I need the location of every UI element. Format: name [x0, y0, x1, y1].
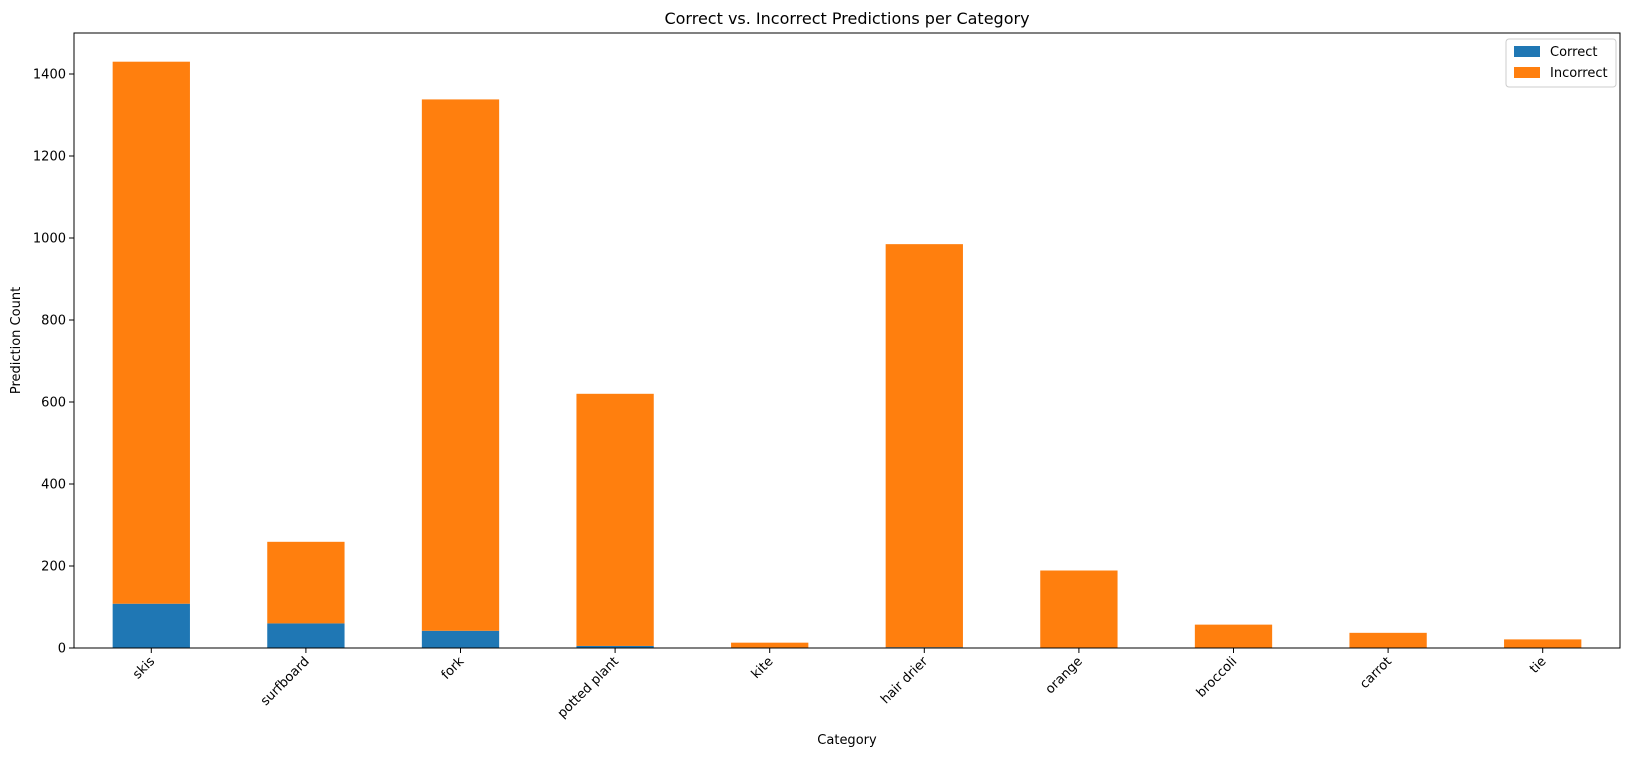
- x-tick-label-hair-drier: hair drier: [878, 654, 931, 707]
- x-tick-label-skis: skis: [130, 654, 158, 682]
- y-tick-label-1000: 1000: [33, 232, 66, 247]
- legend-label-incorrect: Incorrect: [1550, 66, 1608, 81]
- y-tick-label-400: 400: [41, 478, 66, 493]
- legend: Correct Incorrect: [1505, 38, 1617, 88]
- bars-layer: [112, 61, 1582, 648]
- x-tick-label-carrot: carrot: [1357, 654, 1395, 692]
- y-tick-label-200: 200: [41, 560, 66, 575]
- bar-incorrect-tie: [1504, 639, 1582, 648]
- y-tick-label-1400: 1400: [33, 68, 66, 83]
- x-tick-label-surfboard: surfboard: [258, 654, 313, 709]
- bar-correct-surfboard: [267, 623, 345, 648]
- x-axis: skis surfboard fork potted plant kite hair dr…: [130, 648, 1550, 721]
- x-tick-label-fork: fork: [439, 654, 468, 683]
- bar-correct-fork: [421, 630, 500, 648]
- chart-title: Correct vs. Incorrect Predictions per Ca…: [664, 9, 1029, 28]
- y-tick-label-600: 600: [41, 396, 66, 411]
- x-tick-label-broccoli: broccoli: [1194, 654, 1240, 700]
- bar-incorrect-skis: [112, 61, 190, 604]
- bar-correct-potted-plant: [576, 645, 654, 648]
- bar-incorrect-broccoli: [1194, 624, 1273, 648]
- bar-incorrect-kite: [731, 642, 809, 648]
- plot-frame: [73, 32, 1621, 649]
- bar-incorrect-fork: [421, 99, 500, 631]
- bar-incorrect-carrot: [1349, 632, 1427, 648]
- y-axis-label: Prediction Count: [9, 287, 24, 394]
- bar-incorrect-orange: [1040, 570, 1118, 648]
- y-tick-label-0: 0: [58, 642, 66, 657]
- legend-swatch-incorrect: [1514, 67, 1540, 78]
- y-axis: 0 200 400 600 800 1000 1200 1400: [33, 68, 74, 657]
- legend-swatch-correct: [1514, 46, 1540, 57]
- x-tick-label-potted-plant: potted plant: [555, 654, 622, 721]
- bar-incorrect-surfboard: [267, 541, 345, 624]
- x-tick-label-tie: tie: [1527, 654, 1549, 676]
- y-tick-label-1200: 1200: [33, 150, 66, 165]
- bar-correct-skis: [112, 603, 190, 648]
- legend-label-correct: Correct: [1550, 45, 1597, 60]
- x-axis-label: Category: [817, 733, 877, 748]
- bar-incorrect-potted-plant: [576, 393, 654, 646]
- bar-incorrect-hair-drier: [885, 244, 963, 648]
- y-tick-label-800: 800: [41, 314, 66, 329]
- x-tick-label-orange: orange: [1043, 654, 1086, 697]
- x-tick-label-kite: kite: [749, 654, 777, 682]
